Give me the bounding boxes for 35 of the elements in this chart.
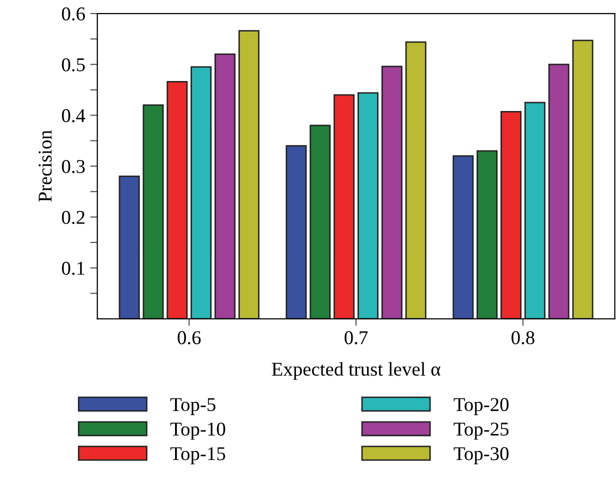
y-axis-title: Precision bbox=[38, 130, 52, 202]
x-tick-label: 0.8 bbox=[512, 331, 534, 344]
bar bbox=[452, 155, 474, 319]
bar bbox=[548, 64, 570, 319]
bar bbox=[381, 66, 402, 319]
legend-label: Top-15 bbox=[170, 447, 226, 464]
y-tick-label: 0.1 bbox=[62, 262, 84, 275]
x-axis-title: Expected trust level α bbox=[272, 362, 440, 380]
bar bbox=[166, 81, 188, 319]
y-tick-label: 0.4 bbox=[62, 109, 86, 122]
x-tick-label: 0.7 bbox=[344, 331, 368, 344]
bar bbox=[334, 94, 355, 319]
bar bbox=[238, 30, 260, 319]
bar bbox=[524, 102, 546, 319]
bar bbox=[310, 124, 331, 319]
bar bbox=[572, 40, 594, 319]
bar bbox=[476, 150, 498, 319]
bar bbox=[358, 92, 379, 319]
legend-label: Top-10 bbox=[170, 422, 226, 440]
bar bbox=[500, 111, 522, 319]
y-tick-label: 0.3 bbox=[62, 160, 85, 174]
bar bbox=[286, 145, 307, 319]
bar bbox=[405, 41, 426, 319]
bar bbox=[214, 54, 236, 319]
x-tick-label: 0.6 bbox=[178, 331, 201, 344]
y-tick-label: 0.6 bbox=[62, 7, 85, 21]
y-tick-label: 0.2 bbox=[62, 210, 84, 224]
legend-label: Top-25 bbox=[454, 422, 509, 440]
legend-label: Top-30 bbox=[454, 447, 509, 464]
y-tick-label: 0.5 bbox=[62, 58, 85, 72]
legend-label: Top-20 bbox=[454, 398, 509, 416]
bar bbox=[118, 176, 140, 319]
bar bbox=[190, 66, 212, 319]
bar bbox=[142, 104, 164, 319]
legend-label: Top-5 bbox=[170, 398, 216, 416]
